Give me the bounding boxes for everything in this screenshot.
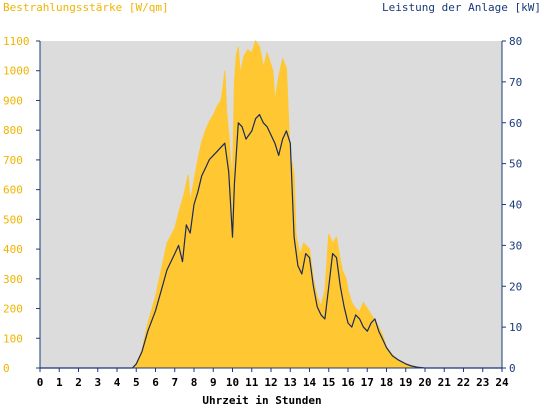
x-tick-label: 12	[264, 376, 277, 389]
right-tick-label: 40	[509, 199, 522, 212]
left-tick-label: 700	[3, 154, 23, 167]
x-tick-label: 6	[152, 376, 159, 389]
right-tick-label: 60	[509, 117, 522, 130]
series-layer	[40, 39, 502, 369]
left-tick-label: 300	[3, 273, 23, 286]
left-tick-label: 200	[3, 303, 23, 316]
right-axis-title: Leistung der Anlage [kW]	[382, 1, 541, 14]
x-tick-label: 20	[418, 376, 431, 389]
x-axis-label: Uhrzeit in Stunden	[202, 394, 321, 407]
left-axis-title: Bestrahlungsstärke [W/qm]	[3, 1, 169, 14]
x-tick-label: 0	[37, 376, 44, 389]
x-tick-label: 21	[438, 376, 452, 389]
right-tick-label: 20	[509, 280, 522, 293]
x-tick-label: 22	[457, 376, 470, 389]
x-tick-label: 15	[322, 376, 335, 389]
right-tick-label: 30	[509, 239, 522, 252]
x-tick-label: 17	[361, 376, 374, 389]
x-tick-label: 24	[495, 376, 509, 389]
left-tick-label: 1100	[3, 35, 30, 48]
x-tick-label: 2	[75, 376, 82, 389]
irradiance-area	[40, 39, 502, 369]
right-tick-label: 70	[509, 76, 522, 89]
left-tick-label: 1000	[3, 65, 30, 78]
x-tick-label: 4	[114, 376, 121, 389]
left-tick-label: 100	[3, 332, 23, 345]
right-tick-label: 0	[509, 362, 516, 375]
left-tick-label: 800	[3, 124, 23, 137]
left-tick-label: 500	[3, 213, 23, 226]
x-tick-label: 1	[56, 376, 63, 389]
x-tick-label: 13	[284, 376, 297, 389]
x-tick-label: 16	[341, 376, 355, 389]
right-tick-label: 10	[509, 321, 522, 334]
x-tick-label: 7	[171, 376, 178, 389]
left-tick-label: 400	[3, 243, 23, 256]
x-tick-label: 3	[94, 376, 101, 389]
x-tick-label: 8	[191, 376, 198, 389]
x-tick-label: 19	[399, 376, 412, 389]
right-tick-label: 80	[509, 35, 522, 48]
x-tick-label: 14	[303, 376, 317, 389]
x-tick-label: 18	[380, 376, 393, 389]
left-tick-label: 900	[3, 94, 23, 107]
x-tick-label: 10	[226, 376, 239, 389]
x-tick-label: 5	[133, 376, 140, 389]
left-tick-label: 600	[3, 184, 23, 197]
left-tick-label: 0	[3, 362, 10, 375]
power-line	[40, 113, 502, 369]
x-tick-label: 23	[476, 376, 489, 389]
x-tick-label: 11	[245, 376, 259, 389]
ticks-layer: 0100200300400500600700800900100011000102…	[3, 35, 522, 389]
x-tick-label: 9	[210, 376, 217, 389]
right-tick-label: 50	[509, 158, 522, 171]
